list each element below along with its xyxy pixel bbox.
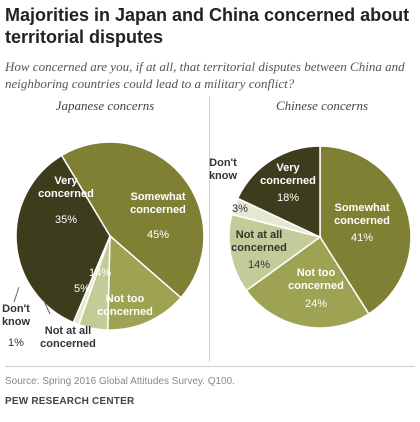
china-chart-title: Chinese concerns <box>275 98 369 113</box>
chart-divider <box>209 96 210 362</box>
slice-label-very-concerned: concerned <box>260 175 316 187</box>
slice-value-dont-know: 3% <box>232 203 248 215</box>
slice-label-somewhat-concerned: concerned <box>130 204 186 216</box>
slice-value-not-at-all-concerned: 5% <box>74 283 90 295</box>
chart-title: Majorities in Japan and China concerned … <box>5 5 410 47</box>
slice-label-very-concerned: Very <box>276 162 300 174</box>
slice-label-not-too-concerned: Not too <box>297 267 336 279</box>
footer-rule <box>5 366 415 367</box>
slice-label-not-at-all-concerned: Not at all <box>236 229 282 241</box>
slice-label-dont-know: know <box>2 316 31 328</box>
pie-slice-not-too-concerned <box>245 235 370 329</box>
slice-label-not-at-all-concerned: concerned <box>231 242 287 254</box>
source-note: Source: Spring 2016 Global Attitudes Sur… <box>5 376 235 387</box>
slice-label-not-too-concerned: concerned <box>288 280 344 292</box>
slice-label-dont-know: know <box>209 170 238 182</box>
japan-chart-title: Japanese concerns <box>55 98 155 113</box>
pie-slice-very-concerned <box>236 145 321 239</box>
slice-value-not-at-all-concerned: 14% <box>248 259 270 271</box>
pie-slice-not-too-concerned <box>106 234 182 331</box>
leader-line-dont-know <box>13 286 20 303</box>
slice-value-very-concerned: 35% <box>55 214 77 226</box>
slice-label-not-too-concerned: concerned <box>97 306 153 318</box>
slice-label-somewhat-concerned: Somewhat <box>334 202 389 214</box>
slice-label-somewhat-concerned: Somewhat <box>130 191 185 203</box>
pie-slice-very-concerned <box>15 154 111 324</box>
slice-label-not-at-all-concerned: Not at all <box>45 325 91 337</box>
slice-label-not-too-concerned: Not too <box>106 293 145 305</box>
chart-subtitle: How concerned are you, if at all, that t… <box>5 59 405 91</box>
organization-name: PEW RESEARCH CENTER <box>5 396 135 407</box>
slice-value-somewhat-concerned: 41% <box>351 232 373 244</box>
slice-value-very-concerned: 18% <box>277 192 299 204</box>
slice-value-dont-know: 1% <box>8 337 24 349</box>
slice-label-dont-know: Don't <box>209 157 237 169</box>
slice-value-not-too-concerned: 24% <box>305 298 327 310</box>
slice-label-not-at-all-concerned: concerned <box>40 338 96 350</box>
slice-label-very-concerned: Very <box>54 175 78 187</box>
slice-label-dont-know: Don't <box>2 303 30 315</box>
pie-slice-somewhat-concerned <box>60 141 205 299</box>
slice-label-somewhat-concerned: concerned <box>334 215 390 227</box>
pie-slice-not-at-all-concerned <box>228 213 322 292</box>
slice-value-somewhat-concerned: 45% <box>147 229 169 241</box>
leader-line-not-at-all-concerned <box>43 300 51 315</box>
slice-label-very-concerned: concerned <box>38 188 94 200</box>
slice-value-not-too-concerned: 14% <box>89 267 111 279</box>
